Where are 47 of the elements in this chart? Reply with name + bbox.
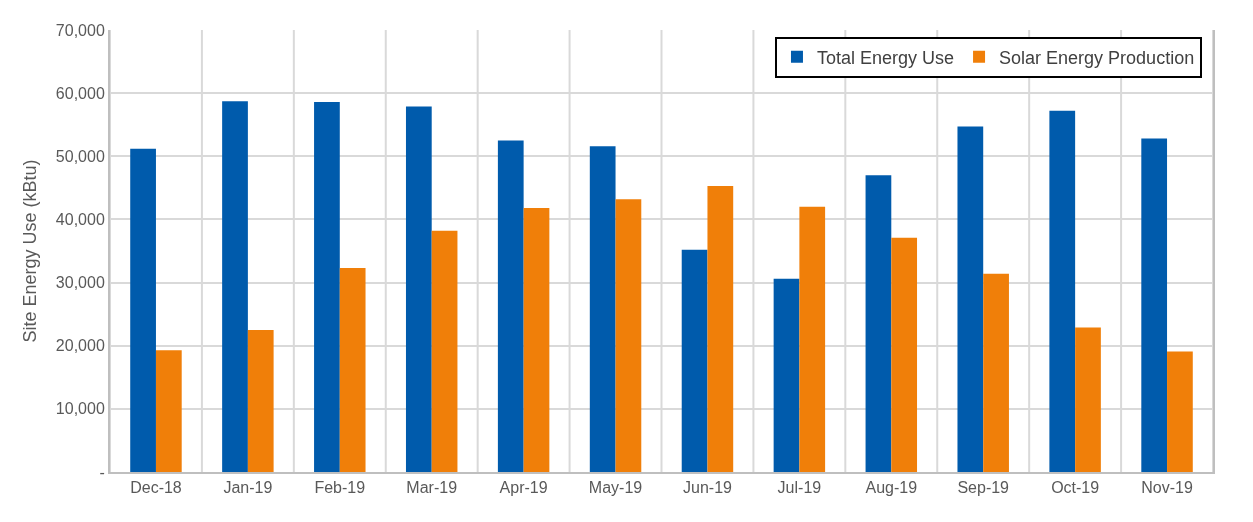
bar bbox=[1141, 138, 1168, 472]
bar bbox=[155, 350, 182, 472]
y-tick-label: 50,000 bbox=[55, 147, 105, 165]
bar bbox=[314, 101, 340, 472]
bar bbox=[799, 206, 826, 472]
x-tick-label: Jun-19 bbox=[683, 479, 733, 497]
bar bbox=[615, 199, 642, 472]
bar bbox=[1167, 351, 1193, 472]
x-tick-label: Dec-18 bbox=[130, 479, 182, 497]
bar bbox=[339, 268, 366, 472]
y-tick-label: 40,000 bbox=[55, 211, 105, 229]
x-tick-label: Feb-19 bbox=[314, 479, 366, 497]
bar bbox=[957, 126, 984, 472]
bar bbox=[130, 148, 156, 472]
x-tick-label: Sep-19 bbox=[957, 479, 1010, 497]
bar bbox=[983, 273, 1009, 472]
bar bbox=[1075, 327, 1101, 472]
x-tick-label: Jan-19 bbox=[223, 479, 273, 497]
y-axis-title: Site Energy Use (kBtu) bbox=[19, 159, 40, 343]
y-tick-label: - bbox=[99, 463, 105, 481]
x-tick-label: Apr-19 bbox=[499, 479, 548, 497]
legend-label: Solar Energy Production bbox=[999, 47, 1195, 68]
bar bbox=[497, 140, 524, 472]
y-tick-label: 30,000 bbox=[55, 274, 105, 292]
y-tick-label: 10,000 bbox=[55, 400, 105, 418]
x-tick-label: Nov-19 bbox=[1141, 479, 1193, 497]
bar bbox=[681, 249, 708, 472]
bar bbox=[431, 230, 458, 472]
y-tick-label: 20,000 bbox=[55, 337, 105, 355]
bar bbox=[405, 106, 432, 472]
bar bbox=[891, 237, 918, 472]
bar bbox=[222, 101, 248, 472]
bar bbox=[865, 175, 892, 472]
y-tick-label: 70,000 bbox=[55, 21, 105, 39]
y-tick-label: 60,000 bbox=[55, 84, 105, 102]
legend-label: Total Energy Use bbox=[816, 47, 955, 68]
bar bbox=[1049, 110, 1076, 472]
x-tick-label: Oct-19 bbox=[1051, 479, 1100, 497]
bar bbox=[523, 208, 550, 472]
x-tick-label: Mar-19 bbox=[406, 479, 458, 497]
bar bbox=[707, 185, 734, 472]
bar bbox=[773, 278, 800, 472]
bar bbox=[589, 146, 616, 472]
bar bbox=[247, 329, 274, 472]
x-tick-label: Jul-19 bbox=[777, 479, 822, 497]
x-tick-label: Aug-19 bbox=[865, 479, 918, 497]
x-tick-label: May-19 bbox=[588, 479, 643, 497]
